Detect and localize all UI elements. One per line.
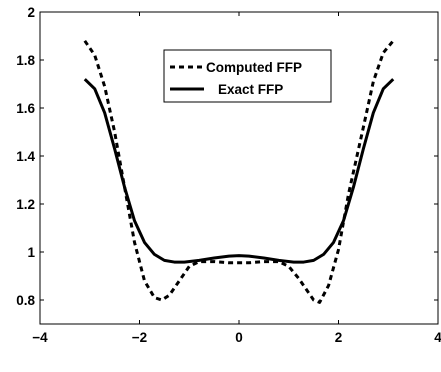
x-tick-label: 0 [235, 330, 243, 345]
x-tick-label: 2 [335, 330, 343, 345]
series-line-computed-ffp [83, 39, 395, 304]
y-tick-label: 1.4 [16, 149, 35, 164]
legend-label-exact: Exact FFP [218, 82, 283, 97]
x-tick-label: −2 [132, 330, 147, 345]
series-layer [83, 39, 395, 304]
y-tick-label: 1.2 [16, 197, 35, 212]
y-tick-label: 0.8 [16, 293, 35, 308]
x-tick-layer: −4 −2 0 2 4 [32, 12, 441, 345]
y-tick-layer: 0.8 1 1.2 1.4 1.6 1.8 2 [16, 5, 438, 308]
y-tick-label: 1.6 [16, 101, 35, 116]
legend-box [163, 49, 332, 103]
x-tick-label: −4 [32, 330, 48, 345]
legend-label-computed: Computed FFP [206, 60, 302, 75]
y-tick-label: 1 [27, 245, 35, 260]
x-tick-label: 4 [434, 330, 441, 345]
y-tick-label: 1.8 [16, 53, 35, 68]
legend: Computed FFP Exact FFP [163, 49, 332, 103]
y-tick-label: 2 [27, 5, 35, 20]
series-line-exact-ffp [83, 78, 395, 264]
